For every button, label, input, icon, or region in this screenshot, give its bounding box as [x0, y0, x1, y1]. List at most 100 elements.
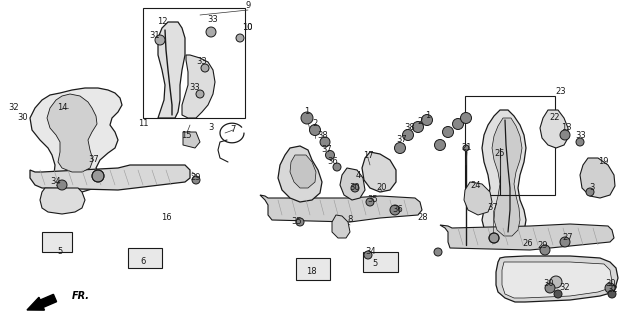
Circle shape: [586, 188, 594, 196]
Polygon shape: [580, 158, 615, 198]
Text: 8: 8: [348, 215, 352, 225]
Text: 10: 10: [242, 23, 252, 33]
Text: 33: 33: [189, 84, 201, 92]
Text: 20: 20: [377, 183, 388, 193]
Circle shape: [351, 184, 359, 192]
Text: 13: 13: [561, 124, 571, 132]
Text: 31: 31: [150, 31, 160, 41]
Text: 32: 32: [608, 285, 618, 294]
Circle shape: [326, 150, 334, 159]
Text: 9: 9: [246, 2, 251, 11]
Text: 37: 37: [89, 155, 99, 164]
Circle shape: [442, 126, 454, 138]
Text: 30: 30: [350, 183, 360, 193]
Circle shape: [192, 176, 200, 184]
Polygon shape: [482, 110, 526, 244]
Text: 32: 32: [560, 284, 571, 292]
Circle shape: [412, 122, 424, 132]
Text: 3: 3: [208, 124, 214, 132]
Text: 15: 15: [181, 131, 191, 140]
Text: 17: 17: [362, 150, 373, 159]
Text: 21: 21: [462, 143, 472, 153]
Circle shape: [296, 218, 304, 226]
FancyArrow shape: [27, 294, 57, 310]
Text: 22: 22: [550, 114, 560, 123]
Polygon shape: [464, 182, 492, 215]
Text: 36: 36: [328, 156, 338, 165]
Polygon shape: [30, 165, 190, 190]
Circle shape: [605, 283, 615, 293]
Polygon shape: [128, 248, 162, 268]
Text: 34: 34: [366, 247, 376, 257]
Circle shape: [333, 163, 341, 171]
Text: 2: 2: [312, 119, 318, 129]
Polygon shape: [47, 94, 97, 172]
Circle shape: [309, 124, 321, 135]
Text: 37: 37: [397, 135, 408, 145]
Circle shape: [320, 137, 330, 147]
Text: 28: 28: [418, 213, 428, 222]
Circle shape: [196, 90, 204, 98]
Text: 14: 14: [57, 103, 68, 113]
Polygon shape: [502, 262, 612, 298]
Circle shape: [560, 237, 570, 247]
Circle shape: [390, 205, 400, 215]
Circle shape: [366, 198, 374, 206]
Circle shape: [434, 248, 442, 256]
Text: 1: 1: [426, 110, 431, 119]
Polygon shape: [492, 118, 522, 236]
Polygon shape: [296, 258, 330, 280]
Text: 2: 2: [418, 117, 422, 126]
Text: 4: 4: [356, 171, 361, 180]
Text: 26: 26: [522, 239, 533, 249]
Circle shape: [206, 27, 216, 37]
Text: 38: 38: [404, 124, 416, 132]
Circle shape: [560, 130, 570, 140]
Text: 38: 38: [318, 132, 328, 140]
Circle shape: [402, 130, 414, 140]
Text: 35: 35: [368, 196, 378, 204]
Polygon shape: [332, 215, 350, 238]
Text: 27: 27: [562, 233, 573, 242]
Text: 25: 25: [495, 149, 505, 158]
Text: 33: 33: [197, 58, 208, 67]
Text: 30: 30: [544, 279, 554, 289]
Circle shape: [463, 145, 469, 151]
Text: 37: 37: [488, 203, 498, 212]
Polygon shape: [30, 88, 122, 192]
Polygon shape: [278, 146, 322, 202]
Circle shape: [421, 115, 432, 125]
Text: 10: 10: [242, 23, 252, 33]
Text: 37: 37: [322, 145, 332, 154]
Text: 30: 30: [606, 279, 616, 289]
Circle shape: [576, 138, 584, 146]
Text: 18: 18: [306, 268, 316, 276]
Circle shape: [201, 64, 209, 72]
Text: 6: 6: [140, 257, 146, 266]
Circle shape: [461, 113, 471, 124]
Circle shape: [452, 118, 464, 130]
Text: FR.: FR.: [72, 291, 90, 301]
Text: 29: 29: [191, 173, 201, 182]
Circle shape: [554, 290, 562, 298]
Polygon shape: [540, 110, 568, 148]
Circle shape: [540, 245, 550, 255]
Text: 36: 36: [392, 204, 403, 213]
Polygon shape: [182, 55, 215, 118]
Text: 19: 19: [598, 157, 608, 166]
Circle shape: [92, 170, 104, 182]
Polygon shape: [363, 252, 398, 272]
Circle shape: [236, 34, 244, 42]
Polygon shape: [42, 232, 72, 252]
Text: 12: 12: [157, 18, 168, 27]
Text: 5: 5: [58, 246, 63, 255]
Circle shape: [364, 251, 372, 259]
Text: 24: 24: [471, 180, 481, 189]
Text: 29: 29: [538, 241, 548, 250]
Text: 33: 33: [208, 15, 218, 25]
Polygon shape: [158, 22, 185, 118]
Text: 16: 16: [161, 213, 171, 222]
Text: 3: 3: [589, 183, 595, 193]
Text: 32: 32: [9, 102, 19, 111]
Text: 11: 11: [138, 119, 148, 129]
